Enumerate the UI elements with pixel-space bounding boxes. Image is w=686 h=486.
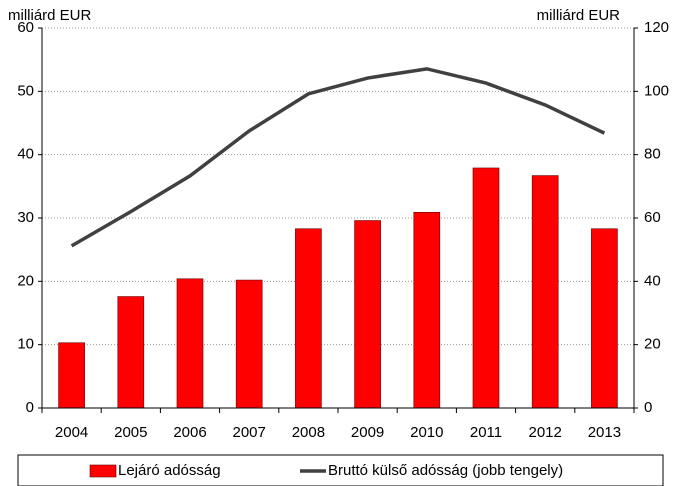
x-tick-label: 2011 bbox=[470, 424, 502, 441]
x-tick-label: 2007 bbox=[233, 424, 266, 441]
y-tick-label: 50 bbox=[17, 82, 34, 99]
bar bbox=[235, 279, 263, 409]
y2-tick-label: 20 bbox=[644, 336, 661, 353]
y-tick-label: 60 bbox=[17, 19, 34, 36]
x-tick-label: 2005 bbox=[114, 424, 147, 441]
legend-box bbox=[17, 454, 664, 486]
y2-axis-label: milliárd EUR bbox=[537, 7, 621, 24]
y2-tick-label: 100 bbox=[644, 82, 669, 99]
y-tick-label: 30 bbox=[17, 209, 34, 226]
x-tick-label: 2012 bbox=[529, 424, 562, 441]
y2-tick-label: 80 bbox=[644, 146, 661, 163]
x-tick-label: 2008 bbox=[292, 424, 325, 441]
bar bbox=[591, 228, 618, 409]
x-tick-label: 2009 bbox=[351, 424, 384, 441]
bar bbox=[117, 296, 145, 409]
bar bbox=[531, 175, 559, 409]
y-tick-label: 40 bbox=[17, 146, 34, 163]
legend-label: Lejáró adósság bbox=[118, 462, 221, 479]
legend-swatch bbox=[89, 464, 117, 478]
y-tick-label: 10 bbox=[17, 336, 34, 353]
x-tick-label: 2010 bbox=[410, 424, 443, 441]
y-tick-label: 0 bbox=[26, 399, 34, 416]
y2-tick-label: 40 bbox=[644, 272, 661, 289]
y2-tick-label: 120 bbox=[644, 19, 669, 36]
y-tick-label: 20 bbox=[17, 272, 34, 289]
bar bbox=[295, 228, 322, 409]
bar bbox=[58, 342, 85, 409]
x-tick-label: 2006 bbox=[173, 424, 206, 441]
bar bbox=[176, 278, 204, 409]
x-tick-label: 2013 bbox=[588, 424, 621, 441]
line bbox=[70, 67, 606, 248]
bar bbox=[472, 167, 500, 409]
y2-tick-label: 0 bbox=[644, 399, 652, 416]
x-tick-label: 2004 bbox=[55, 424, 88, 441]
bar bbox=[354, 220, 381, 409]
y2-tick-label: 60 bbox=[644, 209, 661, 226]
bar bbox=[413, 212, 441, 409]
y-axis-label: milliárd EUR bbox=[8, 7, 92, 24]
legend-label: Bruttó külső adósság (jobb tengely) bbox=[328, 462, 563, 479]
